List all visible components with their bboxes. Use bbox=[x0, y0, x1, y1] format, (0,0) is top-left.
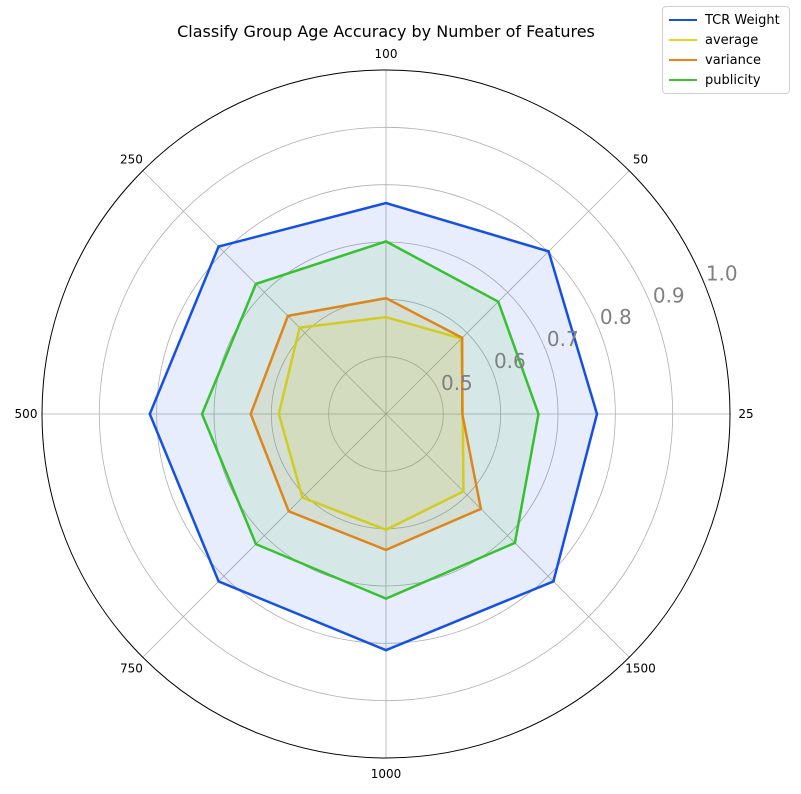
data-point-0-0 bbox=[595, 412, 599, 416]
data-point-2-2 bbox=[384, 296, 388, 300]
radial-tick-label: 1.0 bbox=[706, 261, 738, 285]
data-point-1-7 bbox=[462, 490, 465, 493]
category-label: 750 bbox=[120, 662, 143, 676]
data-point-2-0 bbox=[461, 412, 464, 416]
category-label: 1500 bbox=[625, 662, 656, 676]
data-point-3-5 bbox=[254, 542, 258, 546]
data-point-3-6 bbox=[384, 597, 388, 600]
radial-tick-label: 0.5 bbox=[441, 371, 473, 395]
grid-spoke bbox=[385, 170, 630, 415]
data-point-2-1 bbox=[461, 336, 464, 339]
legend-swatch bbox=[669, 59, 697, 61]
legend-item-publicity: publicity bbox=[669, 70, 783, 90]
category-label: 500 bbox=[15, 407, 38, 421]
data-point-0-2 bbox=[384, 201, 388, 205]
data-point-0-6 bbox=[384, 649, 388, 652]
data-point-2-6 bbox=[384, 548, 388, 552]
category-label: 250 bbox=[120, 152, 143, 166]
radar-labels: 0.5 0.6 0.7 0.8 0.9 1.0 25 50 100 250 500 750 1000 15… bbox=[15, 47, 754, 781]
legend-label: variance bbox=[705, 52, 761, 68]
category-label: 50 bbox=[633, 152, 648, 166]
chart-title: Classify Group Age Accuracy by Number of… bbox=[177, 22, 595, 41]
category-label: 100 bbox=[375, 47, 398, 61]
grid-spoke bbox=[142, 413, 387, 658]
data-point-3-1 bbox=[497, 300, 500, 303]
data-point-1-5 bbox=[301, 496, 304, 499]
series-fill-2 bbox=[250, 298, 481, 550]
data-point-2-4 bbox=[249, 412, 252, 416]
data-point-0-3 bbox=[217, 245, 220, 248]
legend-label: average bbox=[705, 32, 759, 48]
legend-label: publicity bbox=[705, 72, 761, 88]
radar-grid bbox=[41, 69, 731, 759]
radial-tick-label: 0.9 bbox=[653, 283, 685, 307]
legend-swatch bbox=[669, 79, 697, 81]
radial-tick-label: 0.6 bbox=[494, 349, 526, 373]
data-point-3-7 bbox=[513, 541, 517, 545]
series-fill-0 bbox=[149, 203, 598, 651]
data-point-1-3 bbox=[298, 326, 301, 329]
data-point-2-7 bbox=[479, 507, 483, 511]
legend-swatch bbox=[669, 39, 697, 41]
legend-item-average: average bbox=[669, 30, 783, 50]
data-point-0-4 bbox=[148, 412, 151, 416]
data-point-0-7 bbox=[552, 580, 555, 583]
data-point-1-4 bbox=[277, 412, 280, 416]
data-point-0-5 bbox=[217, 580, 220, 583]
category-label: 1000 bbox=[371, 767, 402, 781]
grid-spoke bbox=[385, 413, 630, 658]
data-point-2-5 bbox=[287, 510, 290, 513]
data-point-1-2 bbox=[384, 315, 388, 319]
data-point-3-2 bbox=[384, 240, 388, 243]
data-point-3-3 bbox=[254, 282, 258, 286]
legend-swatch bbox=[669, 19, 697, 21]
legend-item-tcr-weight: TCR Weight bbox=[669, 10, 783, 30]
data-point-3-0 bbox=[537, 412, 540, 416]
data-point-1-6 bbox=[384, 528, 388, 532]
data-point-0-1 bbox=[547, 250, 550, 253]
radial-tick-label: 0.8 bbox=[600, 305, 632, 329]
series-fill-1 bbox=[278, 317, 464, 530]
outer-frame bbox=[41, 69, 731, 759]
legend-item-variance: variance bbox=[669, 50, 783, 70]
legend-label: TCR Weight bbox=[705, 12, 780, 28]
data-point-2-3 bbox=[286, 314, 290, 318]
grid-spoke bbox=[142, 170, 387, 415]
data-point-3-4 bbox=[200, 412, 204, 416]
legend: TCR Weight average variance publicity bbox=[662, 6, 790, 94]
category-label: 25 bbox=[738, 407, 753, 421]
radar-series bbox=[148, 201, 599, 652]
radial-tick-label: 0.7 bbox=[547, 327, 579, 351]
series-fill-3 bbox=[202, 241, 539, 599]
